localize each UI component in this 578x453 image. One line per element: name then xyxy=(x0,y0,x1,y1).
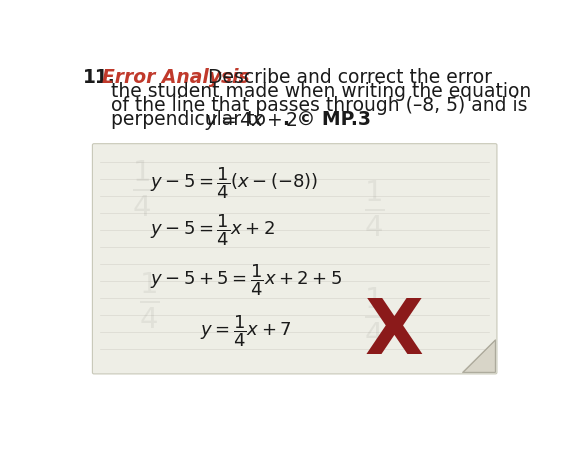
Text: $y = 4x + 2$: $y = 4x + 2$ xyxy=(205,110,298,132)
Text: Describe and correct the error: Describe and correct the error xyxy=(202,68,492,87)
Text: $\frac{1}{4}$: $\frac{1}{4}$ xyxy=(364,178,385,239)
Text: $y - 5 + 5 = \dfrac{1}{4}x + 2 + 5$: $y - 5 + 5 = \dfrac{1}{4}x + 2 + 5$ xyxy=(150,262,342,298)
Text: $y - 5 = \dfrac{1}{4}x + 2$: $y - 5 = \dfrac{1}{4}x + 2$ xyxy=(150,212,275,248)
Text: $y - 5 = \dfrac{1}{4}(x - (-8))$: $y - 5 = \dfrac{1}{4}(x - (-8))$ xyxy=(150,165,318,201)
FancyBboxPatch shape xyxy=(92,144,497,374)
Text: $\mathbf{X}$: $\mathbf{X}$ xyxy=(364,296,424,370)
Text: 11.: 11. xyxy=(83,68,116,87)
Text: $\frac{1}{4}$: $\frac{1}{4}$ xyxy=(139,270,160,331)
Text: the student made when writing the equation: the student made when writing the equati… xyxy=(111,82,531,101)
Text: $\frac{1}{4}$: $\frac{1}{4}$ xyxy=(132,159,152,219)
Text: Error Analysis: Error Analysis xyxy=(102,68,249,87)
Polygon shape xyxy=(463,340,495,372)
Text: $\frac{1}{4}$: $\frac{1}{4}$ xyxy=(364,286,385,347)
Text: of the line that passes through (–8, 5) and is: of the line that passes through (–8, 5) … xyxy=(111,96,528,115)
Text: . © MP.3: . © MP.3 xyxy=(283,110,371,129)
Text: $y = \dfrac{1}{4}x + 7$: $y = \dfrac{1}{4}x + 7$ xyxy=(200,314,292,349)
Text: perpendicular to: perpendicular to xyxy=(111,110,272,129)
